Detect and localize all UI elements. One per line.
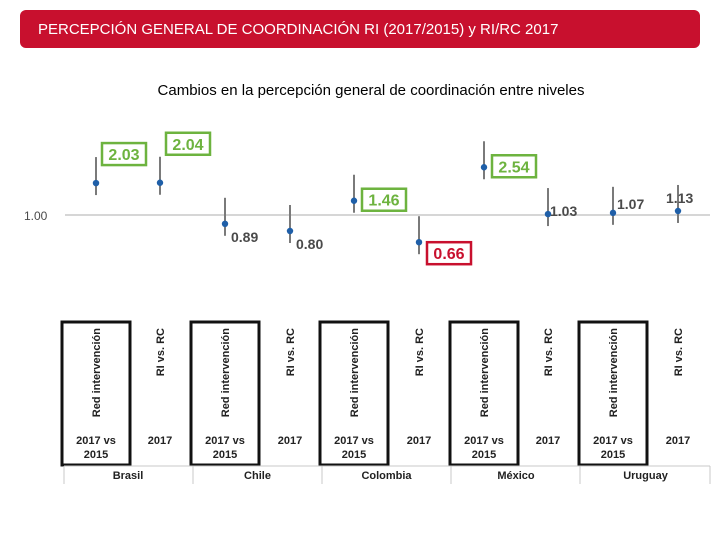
data-point-brasil-0 bbox=[92, 179, 100, 187]
year-label-0: 2017 bbox=[148, 435, 172, 447]
period-label-line2-1: 2015 bbox=[213, 449, 237, 461]
category-ri-vs-rc-2: RI vs. RC bbox=[414, 328, 426, 376]
period-label-line1-1: 2017 vs bbox=[205, 435, 245, 447]
year-label-2: 2017 bbox=[407, 435, 431, 447]
year-label-1: 2017 bbox=[278, 435, 302, 447]
group-box-uruguay bbox=[577, 320, 649, 467]
category-red-intervencion-0: Red intervención bbox=[91, 328, 103, 418]
data-point-brasil-1 bbox=[156, 179, 164, 186]
value-label-0-0: 2.03 bbox=[108, 147, 139, 164]
group-box-méxico bbox=[448, 320, 520, 467]
category-red-intervencion-4: Red intervención bbox=[608, 328, 620, 418]
value-label-3-0: 2.54 bbox=[498, 159, 529, 176]
year-label-3: 2017 bbox=[536, 435, 560, 447]
value-label-2-0: 1.46 bbox=[368, 193, 399, 210]
value-box-2-0 bbox=[360, 187, 408, 212]
baseline-label: 1.00 bbox=[24, 209, 48, 223]
period-label-line1-0: 2017 vs bbox=[76, 435, 116, 447]
country-label-uruguay: Uruguay bbox=[623, 470, 669, 482]
group-box-colombia bbox=[318, 320, 390, 467]
group-box-brasil bbox=[60, 320, 132, 467]
data-point-uruguay-0 bbox=[609, 209, 617, 217]
data-point-colombia-0 bbox=[350, 197, 358, 204]
category-ri-vs-rc-1: RI vs. RC bbox=[285, 328, 297, 376]
category-ri-vs-rc-0: RI vs. RC bbox=[155, 328, 167, 376]
country-label-brasil: Brasil bbox=[113, 470, 144, 482]
data-point-chile-0 bbox=[221, 220, 229, 227]
category-ri-vs-rc-4: RI vs. RC bbox=[673, 328, 685, 376]
data-point-méxico-0 bbox=[480, 164, 488, 171]
data-point-chile-1 bbox=[286, 227, 294, 235]
period-label-line1-4: 2017 vs bbox=[593, 435, 633, 447]
value-label-4-0: 1.07 bbox=[617, 196, 644, 212]
category-red-intervencion-1: Red intervención bbox=[220, 328, 232, 418]
country-label-colombia: Colombia bbox=[361, 470, 412, 482]
chart-subtitle: Cambios en la percepción general de coor… bbox=[157, 82, 585, 99]
period-label-line2-2: 2015 bbox=[342, 449, 366, 461]
group-box-chile bbox=[189, 320, 261, 467]
value-box-3-0 bbox=[490, 154, 538, 179]
title-banner: PERCEPCIÓN GENERAL DE COORDINACIÓN RI (2… bbox=[20, 10, 700, 48]
value-label-1-0: 0.89 bbox=[231, 229, 258, 245]
data-point-méxico-1 bbox=[544, 210, 552, 218]
value-label-3-1: 1.03 bbox=[550, 203, 577, 219]
country-label-méxico: México bbox=[497, 470, 535, 482]
period-label-line2-3: 2015 bbox=[472, 449, 496, 461]
page-title: PERCEPCIÓN GENERAL DE COORDINACIÓN RI (2… bbox=[38, 21, 559, 38]
period-label-line1-2: 2017 vs bbox=[334, 435, 374, 447]
country-label-chile: Chile bbox=[244, 470, 271, 482]
period-label-line2-4: 2015 bbox=[601, 449, 625, 461]
category-red-intervencion-3: Red intervención bbox=[479, 328, 491, 418]
value-box-0-1 bbox=[164, 131, 212, 157]
year-label-4: 2017 bbox=[666, 435, 690, 447]
category-ri-vs-rc-3: RI vs. RC bbox=[543, 328, 555, 376]
value-label-2-1: 0.66 bbox=[433, 246, 464, 263]
category-red-intervencion-2: Red intervención bbox=[349, 328, 361, 418]
value-label-0-1: 2.04 bbox=[172, 137, 203, 154]
value-box-2-1 bbox=[425, 240, 473, 266]
period-label-line1-3: 2017 vs bbox=[464, 435, 504, 447]
data-point-colombia-1 bbox=[415, 239, 423, 246]
value-label-1-1: 0.80 bbox=[296, 236, 323, 252]
value-label-4-1: 1.13 bbox=[666, 190, 693, 206]
value-box-0-0 bbox=[100, 141, 148, 167]
period-label-line2-0: 2015 bbox=[84, 449, 108, 461]
data-point-uruguay-1 bbox=[674, 207, 682, 215]
